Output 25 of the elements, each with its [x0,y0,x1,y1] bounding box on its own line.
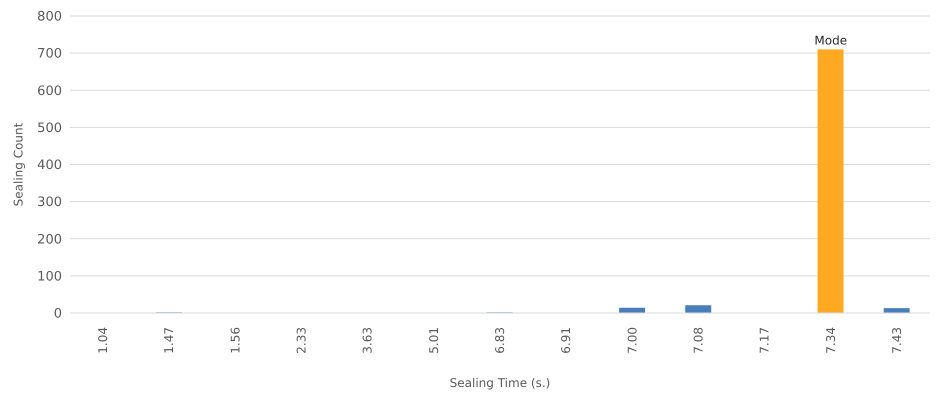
x-tick-label: 5.01 [426,327,441,354]
y-tick-label: 800 [37,10,62,25]
x-tick-label: 7.08 [691,327,706,354]
x-tick-label: 7.17 [758,327,772,354]
y-tick-label: 500 [37,120,62,136]
x-tick-label: 7.43 [890,327,904,354]
x-tick-label: 1.56 [228,327,242,354]
x-tick-label: 2.33 [294,327,309,354]
x-tick-label: 7.00 [625,327,640,354]
y-tick-label: 0 [54,306,62,322]
y-tick-label: 400 [37,158,62,174]
y-tick-label: 100 [37,269,62,284]
y-tick-label: 200 [37,232,62,248]
x-tick-label: 3.63 [360,327,375,354]
x-tick-label: 6.91 [559,327,574,354]
y-tick-label: 300 [37,195,62,210]
x-tick-label: 7.34 [824,327,838,354]
y-tick-label: 600 [37,84,62,99]
y-tick-label: 700 [37,46,62,62]
annotation: Mode [814,33,848,48]
x-tick-label: 1.47 [162,327,176,354]
x-tick-label: 6.83 [493,327,507,354]
y-axis-title: Sealing Count [11,122,26,206]
x-axis-title: Sealing Time (s.) [450,376,550,390]
x-tick-label: 1.04 [96,327,110,354]
